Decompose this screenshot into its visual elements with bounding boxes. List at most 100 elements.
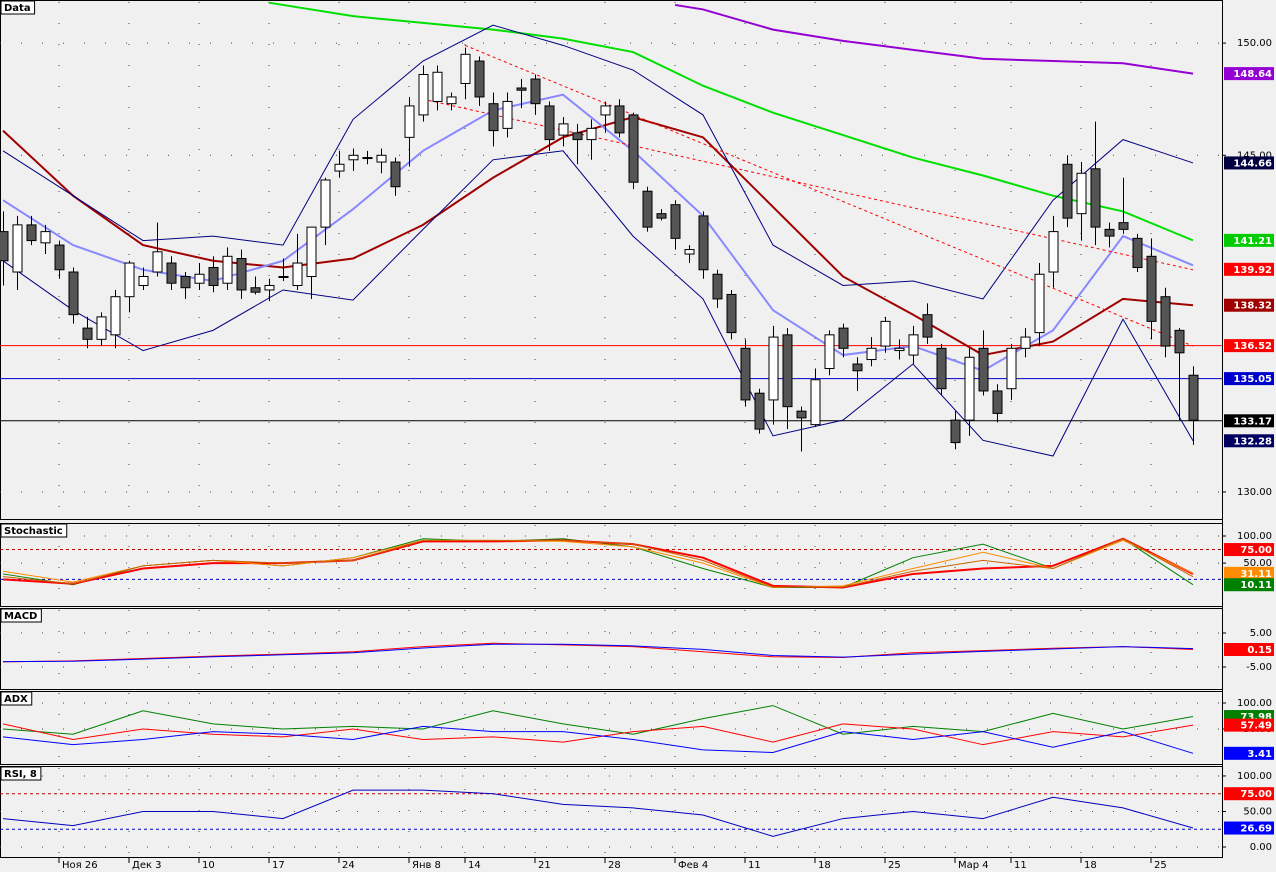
candle-body [642, 190, 653, 228]
price-marker [1224, 578, 1274, 592]
panel-title: ADX [4, 694, 28, 705]
candle-body [0, 231, 9, 262]
candle-body [250, 287, 261, 293]
candle-body [768, 336, 779, 401]
panel-title-box [0, 691, 33, 706]
candle-body [180, 275, 191, 289]
candle-body [166, 262, 177, 284]
candle-body [992, 390, 1003, 414]
panel-title: RSI, 8 [4, 769, 37, 780]
candle-body [824, 334, 835, 370]
candle-body [278, 275, 289, 278]
indicator-line [2, 642, 1194, 663]
candle-body [1048, 231, 1059, 273]
x-tick-label: 24 [342, 860, 355, 871]
candle-body [12, 224, 23, 273]
candle-body [54, 244, 65, 271]
x-tick-label: Мар 4 [958, 860, 989, 871]
panel-title-box [0, 523, 68, 538]
candle-body [656, 213, 667, 219]
candle-body [530, 78, 541, 105]
price-marker-label: 3.41 [1247, 749, 1272, 760]
candle-body [138, 275, 149, 286]
indicator-line [2, 116, 1194, 357]
candle-body [418, 74, 429, 116]
price-marker-label: 0.15 [1247, 645, 1272, 656]
price-marker [1224, 746, 1274, 760]
candle-body [838, 327, 849, 349]
candle-body [558, 123, 569, 136]
candle-body [460, 53, 471, 84]
candle-body [110, 296, 121, 336]
candle-body [152, 251, 163, 273]
candle-body [208, 267, 219, 286]
candle-body [880, 320, 891, 347]
candle-body [1104, 228, 1115, 237]
y-tick-label: -5.00 [1246, 662, 1272, 673]
candle-body [306, 226, 317, 277]
indicator-line [2, 725, 1194, 754]
candle-body [194, 273, 205, 284]
price-marker [1224, 298, 1274, 312]
candle-body [684, 249, 695, 255]
price-marker-label: 57.49 [1240, 721, 1272, 732]
x-tick-label: Янв 8 [412, 860, 441, 871]
x-tick-label: 28 [608, 860, 621, 871]
panel-title: Data [4, 3, 31, 14]
indicator-line [2, 705, 1194, 735]
x-tick-label: 18 [1084, 860, 1097, 871]
candle-body [726, 293, 737, 334]
candle-body [502, 100, 513, 129]
candle-body [1090, 168, 1101, 228]
candle-body [68, 271, 79, 316]
candle-body [1076, 172, 1087, 215]
price-marker [1224, 233, 1274, 247]
price-marker-label: 148.64 [1233, 69, 1272, 80]
indicator-line [2, 789, 1194, 837]
candle-body [264, 284, 275, 291]
candle-body [698, 215, 709, 271]
candle-body [796, 410, 807, 419]
candle-body [628, 114, 639, 183]
price-marker [1224, 434, 1274, 448]
price-marker [1224, 787, 1274, 801]
indicator-line [464, 44, 1194, 347]
price-marker-label: 133.17 [1233, 416, 1272, 427]
candle-body [1118, 222, 1129, 230]
candle-body [1188, 374, 1199, 421]
candle-body [1146, 255, 1157, 322]
candle-body [1034, 273, 1045, 334]
candle-body [96, 316, 107, 340]
y-tick-label: 145.00 [1237, 150, 1272, 161]
candle-body [474, 60, 485, 98]
indicator-line [2, 643, 1194, 663]
indicator-line [674, 3, 1194, 75]
candle-body [82, 327, 93, 340]
candle-body [936, 347, 947, 390]
price-marker-label: 10.11 [1240, 580, 1272, 591]
candle-body [586, 127, 597, 141]
candle-body [810, 379, 821, 426]
price-marker-label: 139.92 [1233, 265, 1272, 276]
candle-body [1160, 296, 1171, 347]
candle-body [362, 157, 373, 160]
candle-body [712, 273, 723, 300]
candle-body [334, 163, 345, 172]
y-tick-label: 100.00 [1237, 698, 1272, 709]
price-marker-label: 132.28 [1233, 436, 1272, 447]
candle-body [670, 204, 681, 239]
x-tick-label: 18 [818, 860, 831, 871]
indicator-line [2, 24, 1194, 300]
x-tick-label: 25 [1154, 860, 1167, 871]
panel-title: Stochastic [4, 526, 63, 537]
price-marker-label: 141.21 [1233, 236, 1272, 247]
price-marker-label: 138.32 [1233, 301, 1272, 312]
price-marker [1224, 543, 1274, 557]
candle-body [908, 334, 919, 356]
price-marker-label: 26.69 [1240, 824, 1272, 835]
panel-title: MACD [4, 611, 37, 622]
price-marker [1224, 372, 1274, 386]
candle-body [404, 105, 415, 138]
